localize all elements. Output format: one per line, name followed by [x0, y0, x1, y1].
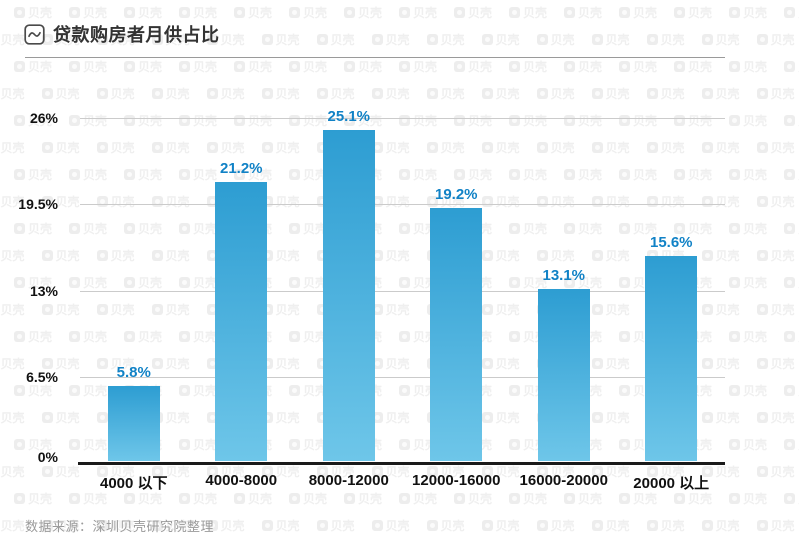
bar-value-label: 13.1%: [542, 267, 586, 285]
x-axis-category-label: 4000-8000: [205, 472, 278, 489]
y-axis-tick-label: 19.5%: [18, 196, 58, 213]
bar: [645, 256, 698, 461]
y-axis-tick-label: 26%: [29, 110, 58, 126]
bar: [430, 208, 483, 461]
x-axis-category-label: 12000-16000: [412, 472, 501, 489]
bar-value-label: 19.2%: [434, 186, 478, 204]
y-axis-tick-label: 13%: [29, 282, 58, 299]
x-axis-line: [78, 461, 725, 465]
gridline: [80, 376, 725, 378]
bar: [322, 129, 375, 461]
x-axis-category-label: 16000-20000: [519, 472, 608, 489]
gridline: [80, 290, 725, 292]
chart-title: 贷款购房者月供占比: [53, 25, 220, 45]
bar-value-label: 21.2%: [219, 159, 263, 177]
y-axis-tick-label: 0%: [37, 449, 58, 465]
bar: [537, 289, 590, 461]
bar-value-label: 15.6%: [649, 234, 693, 251]
x-axis-category-label: 8000-12000: [308, 472, 389, 489]
title-divider: [25, 57, 725, 58]
bar-value-label: 25.1%: [327, 107, 371, 125]
gridline: [80, 204, 725, 206]
x-axis-category-label: 4000 以下: [99, 475, 168, 492]
gridline: [80, 118, 725, 119]
bar: [107, 386, 160, 461]
y-axis-tick-label: 6.5%: [26, 368, 58, 385]
bar-value-label: 5.8%: [116, 364, 151, 382]
data-source: 数据来源：深圳贝壳研究院整理: [25, 519, 215, 534]
bar: [215, 181, 268, 461]
x-axis-category-label: 20000 以上: [633, 475, 710, 492]
